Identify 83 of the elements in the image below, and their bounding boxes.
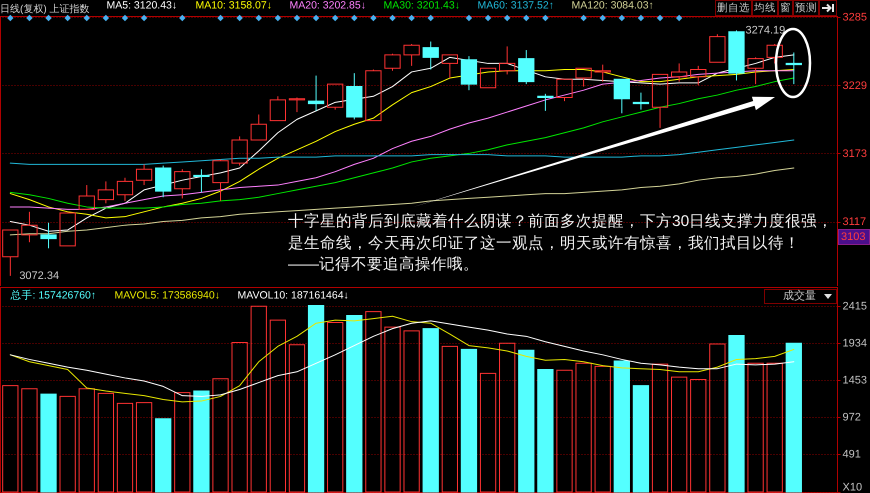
label-box: 3103 xyxy=(838,229,870,245)
text: MA20: 3202.85↓ xyxy=(290,0,366,12)
bar xyxy=(21,388,38,492)
candlestick xyxy=(460,56,478,91)
bar xyxy=(652,364,668,492)
button: 删自选 xyxy=(715,0,752,16)
bar xyxy=(174,392,190,492)
bar xyxy=(460,348,478,492)
candlestick xyxy=(422,41,439,70)
bar xyxy=(442,346,458,492)
annotation: 3274.19 xyxy=(745,24,786,36)
bar xyxy=(346,315,362,492)
y-tick-label: 3117 xyxy=(842,216,866,228)
bar xyxy=(422,328,439,492)
text: 总手: 157426760↑ xyxy=(10,288,96,302)
bar xyxy=(671,376,688,492)
bar xyxy=(575,362,592,492)
text: MAVOL5: 173586940↓ xyxy=(114,289,220,302)
bar xyxy=(537,368,554,492)
bar xyxy=(327,322,344,492)
button: 预测 xyxy=(793,0,819,16)
candlestick xyxy=(594,64,611,82)
y-tick-label: 972 xyxy=(842,412,861,424)
y-tick-label: 3229 xyxy=(842,80,867,92)
bar xyxy=(155,418,172,492)
bar xyxy=(136,402,152,492)
bar xyxy=(499,342,516,492)
bar xyxy=(614,360,630,492)
chart-title: 日线(复权) 上证指数 xyxy=(0,3,90,15)
y-tick-label: 1934 xyxy=(842,337,867,350)
candlestick xyxy=(193,168,210,193)
text: MAVOL10: 187161464↓ xyxy=(238,289,349,302)
bar xyxy=(480,372,496,492)
bar xyxy=(40,394,57,492)
candlestick xyxy=(499,46,516,75)
y-axis-title: 成交量 xyxy=(783,290,816,303)
bar xyxy=(518,350,534,492)
bar xyxy=(78,388,95,492)
bar xyxy=(766,362,783,492)
bar xyxy=(690,378,706,492)
bar xyxy=(98,392,114,492)
y-tick-label: X10 xyxy=(842,482,862,493)
bar xyxy=(270,320,286,492)
candlestick xyxy=(21,211,38,243)
bar xyxy=(193,390,210,492)
bar xyxy=(231,342,248,492)
text: MA60: 3137.52↑ xyxy=(478,0,554,12)
y-tick-label: 1453 xyxy=(842,374,867,387)
button: 窗 xyxy=(778,0,793,16)
bar xyxy=(288,344,306,492)
bar xyxy=(403,330,420,492)
bar xyxy=(709,344,726,492)
candlestick xyxy=(308,75,324,112)
bar xyxy=(212,378,229,492)
y-tick-label: 3173 xyxy=(842,148,867,160)
bar xyxy=(2,385,18,492)
bar xyxy=(308,304,324,492)
text: MA30: 3201.43↓ xyxy=(384,0,460,12)
bar xyxy=(632,385,650,492)
candlestick xyxy=(632,92,650,110)
candlestick xyxy=(40,222,57,249)
annotation: 十字星的背后到底藏着什么阴谋？前面多次提醒，下方30日线支撑力度很强，是生命线，今天再次印证了这一观点，明天或许有惊喜，我们拭目以待！ ——记得不要追高操作哦。 xyxy=(288,212,834,275)
text: MA5: 3120.43↓ xyxy=(106,0,178,12)
bar xyxy=(60,396,76,492)
candlestick xyxy=(786,52,802,85)
text: MA120: 3084.03↑ xyxy=(572,0,654,12)
y-tick-label: 2415 xyxy=(842,300,867,312)
text: MA10: 3158.07↓ xyxy=(196,0,272,12)
bar xyxy=(116,402,134,492)
dropdown: 成交量 xyxy=(764,289,837,304)
bar xyxy=(250,306,267,492)
bar xyxy=(384,326,401,492)
button: 均线 xyxy=(752,0,778,16)
annotation: 3072.34 xyxy=(19,270,60,282)
bar xyxy=(747,362,764,492)
bar xyxy=(365,311,382,492)
bar xyxy=(786,342,802,492)
bar xyxy=(556,370,573,492)
y-tick-label: 491 xyxy=(842,448,861,461)
bar xyxy=(594,366,611,492)
candlestick xyxy=(98,180,114,204)
bar xyxy=(728,335,745,492)
y-tick-label: 3285 xyxy=(842,12,867,24)
